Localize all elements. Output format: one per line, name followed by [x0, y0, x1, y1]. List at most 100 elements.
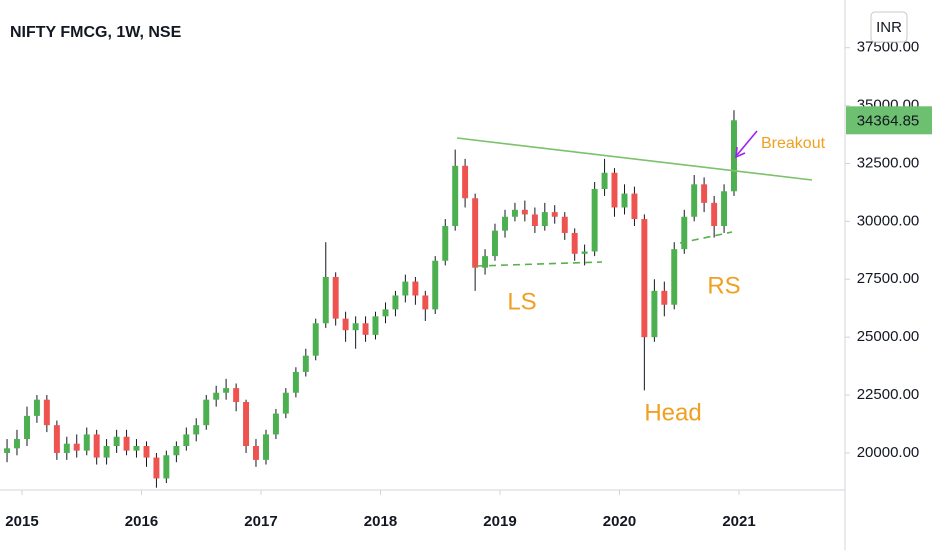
candle-body — [143, 446, 150, 458]
candle-body — [113, 436, 120, 447]
candle-body — [581, 251, 588, 254]
x-tick-label: 2017 — [244, 513, 277, 530]
candle-body — [671, 249, 678, 305]
candle-body — [342, 318, 349, 331]
plot-area — [4, 110, 737, 488]
candle-body — [641, 219, 648, 338]
candle-body — [551, 212, 558, 217]
candle-body — [561, 216, 568, 233]
support-line — [679, 231, 733, 244]
candle-body — [153, 457, 160, 479]
candle-body — [272, 413, 279, 435]
candle-body — [43, 399, 50, 426]
x-tick-label: 2019 — [483, 513, 516, 530]
candle-body — [601, 172, 608, 189]
candle-body — [33, 399, 40, 416]
candle-body — [73, 443, 80, 451]
candle-body — [4, 448, 11, 453]
annotation: LS — [507, 288, 536, 315]
candle-body — [392, 295, 399, 310]
candle-body — [521, 209, 528, 215]
candle-body — [213, 392, 220, 400]
candle-body — [312, 323, 319, 356]
support-line — [476, 261, 603, 267]
candle-body — [611, 172, 618, 208]
candle-body — [103, 446, 110, 458]
candle-body — [193, 425, 200, 435]
candle-body — [292, 371, 299, 393]
y-tick-label: 25000.00 — [857, 328, 920, 345]
candle-body — [472, 198, 479, 268]
candle-body — [731, 120, 737, 192]
candle-body — [173, 446, 180, 456]
candle-body — [382, 309, 389, 317]
candle-body — [332, 276, 339, 319]
candle-body — [651, 290, 658, 338]
y-tick-label: 32500.00 — [857, 154, 920, 171]
candle-body — [531, 214, 538, 227]
y-tick-label: 20000.00 — [857, 444, 920, 461]
candle-body — [452, 165, 459, 227]
neckline — [456, 137, 813, 181]
annotation: RS — [707, 272, 740, 299]
candle-body — [282, 392, 289, 414]
candle-body — [223, 388, 230, 393]
x-tick-label: 2016 — [125, 513, 158, 530]
candle-body — [163, 455, 170, 479]
candle-body — [432, 260, 439, 310]
candle-body — [541, 212, 548, 227]
candle-body — [352, 323, 359, 331]
candle-body — [233, 388, 240, 403]
candle-body — [631, 193, 638, 220]
candle-body — [462, 165, 469, 199]
candle-body — [53, 425, 60, 453]
candle-body — [183, 434, 190, 447]
y-tick-label: 27500.00 — [857, 270, 920, 287]
y-tick-label: 22500.00 — [857, 386, 920, 403]
candle-body — [502, 216, 508, 231]
x-tick-label: 2020 — [603, 513, 636, 530]
candle-body — [13, 439, 20, 449]
candle-body — [691, 184, 698, 217]
last-price-label: 34364.85 — [857, 112, 920, 129]
arrow-head — [735, 146, 746, 159]
candle-body — [133, 446, 140, 451]
annotation: Breakout — [761, 135, 826, 152]
candle-body — [681, 216, 688, 250]
candle-body — [591, 188, 598, 252]
x-tick-label: 2021 — [722, 513, 755, 530]
candle-body — [422, 295, 429, 310]
currency-button[interactable] — [870, 11, 908, 43]
y-tick-label: 30000.00 — [857, 212, 920, 229]
candle-body — [412, 281, 419, 296]
candle-body — [263, 434, 269, 460]
currency-label[interactable]: INR — [876, 19, 902, 36]
x-tick-label: 2018 — [364, 513, 397, 530]
candle-body — [322, 276, 329, 324]
candle-body — [661, 290, 668, 305]
candle-body — [63, 443, 70, 453]
last-price-box — [846, 106, 932, 135]
candle-body — [701, 184, 708, 203]
candle-body — [621, 193, 628, 208]
annotation: Head — [644, 399, 701, 426]
candle-body — [252, 446, 259, 460]
candle-body — [402, 281, 409, 296]
candle-body — [302, 355, 309, 372]
candle-body — [83, 434, 90, 451]
chart-title: NIFTY FMCG, 1W, NSE — [10, 24, 182, 41]
candle-body — [482, 256, 489, 268]
candle-body — [203, 399, 210, 426]
y-tick-label: 37500.00 — [857, 39, 920, 56]
candle-body — [721, 191, 728, 227]
candle-body — [711, 202, 718, 227]
candle-body — [362, 323, 369, 335]
candle-body — [492, 230, 498, 257]
arrow — [736, 130, 758, 156]
candle-body — [93, 434, 100, 458]
candle-body — [511, 209, 518, 217]
candle-body — [243, 402, 250, 447]
candle-body — [442, 226, 449, 261]
